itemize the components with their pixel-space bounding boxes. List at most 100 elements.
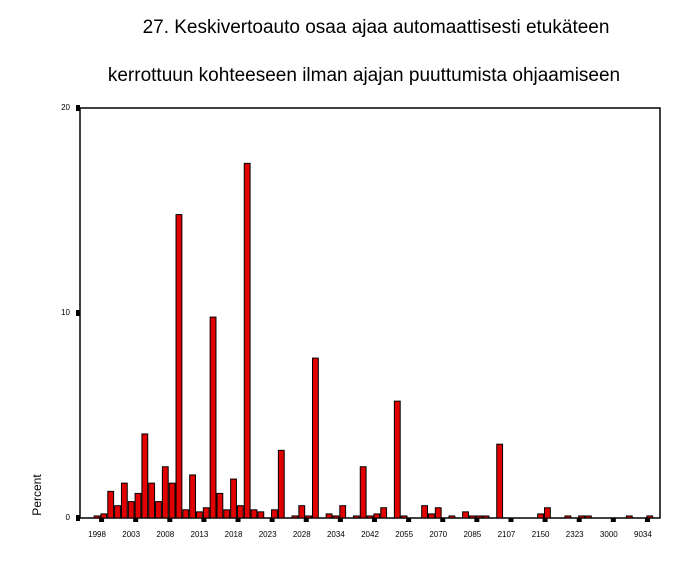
- bar: [175, 214, 183, 519]
- bar: [339, 505, 347, 519]
- bar: [155, 501, 162, 519]
- bar: [434, 507, 442, 519]
- bar: [393, 400, 401, 519]
- x-tick-label: 2150: [532, 530, 550, 539]
- x-tick-label: 1998: [88, 530, 106, 539]
- bar: [120, 482, 128, 519]
- bar: [291, 515, 299, 519]
- bar: [209, 316, 217, 519]
- bar: [202, 507, 210, 519]
- x-tick: [167, 518, 173, 522]
- x-tick: [99, 518, 105, 522]
- bar: [373, 513, 381, 519]
- bar: [134, 492, 142, 519]
- bar: [496, 443, 504, 519]
- bar: [277, 449, 285, 519]
- bar: [366, 515, 374, 519]
- bar: [161, 466, 169, 519]
- x-tick-label: 2028: [293, 530, 311, 539]
- bar: [189, 474, 196, 519]
- bar: [332, 515, 340, 519]
- x-tick: [610, 518, 616, 522]
- bar: [182, 509, 190, 519]
- bar: [544, 507, 551, 519]
- bar: [223, 509, 231, 519]
- bar: [380, 507, 388, 519]
- bar: [462, 511, 469, 519]
- y-tick-label: 10: [61, 308, 70, 317]
- x-tick: [440, 518, 446, 522]
- x-tick-label: 2003: [122, 530, 140, 539]
- y-tick: [76, 515, 80, 521]
- bar: [127, 501, 135, 519]
- bar: [298, 505, 306, 519]
- bar: [100, 513, 108, 519]
- bar: [148, 482, 156, 519]
- bar: [646, 515, 654, 519]
- x-tick-label: 2042: [361, 530, 379, 539]
- x-tick-label: 2070: [429, 530, 447, 539]
- y-tick: [76, 105, 80, 111]
- x-tick: [201, 518, 207, 522]
- bar: [230, 478, 237, 519]
- x-tick-label: 2008: [156, 530, 174, 539]
- bar: [625, 515, 633, 519]
- bar: [236, 505, 244, 519]
- bar: [168, 482, 176, 519]
- x-tick: [406, 518, 412, 522]
- x-tick-label: 2323: [566, 530, 584, 539]
- bar: [243, 162, 251, 519]
- x-tick: [303, 518, 309, 522]
- y-tick-label: 0: [66, 513, 71, 522]
- plot-frame: [79, 107, 661, 519]
- x-tick: [576, 518, 582, 522]
- bar: [421, 505, 429, 519]
- bar: [578, 515, 585, 519]
- bar: [468, 515, 476, 519]
- bar: [196, 511, 203, 519]
- bar: [257, 511, 265, 519]
- bar: [482, 515, 490, 519]
- bar: [584, 515, 592, 519]
- y-axis-label: Percent: [30, 474, 44, 516]
- chart-title: kerrottuun kohteeseen ilman ajajan puutt…: [108, 65, 620, 86]
- bar: [305, 515, 313, 519]
- bar: [537, 513, 544, 519]
- x-tick-label: 9034: [634, 530, 652, 539]
- bar: [475, 515, 483, 519]
- x-tick-label: 2107: [498, 530, 516, 539]
- bar: [107, 490, 115, 519]
- bar: [114, 505, 121, 519]
- x-tick-label: 2018: [225, 530, 243, 539]
- chart-title: 27. Keskivertoauto osaa ajaa automaattis…: [143, 17, 610, 38]
- bar: [216, 492, 224, 519]
- bar: [400, 515, 408, 519]
- x-tick: [235, 518, 241, 522]
- bar: [352, 515, 360, 519]
- x-tick-label: 2055: [395, 530, 413, 539]
- bar: [564, 515, 572, 519]
- x-tick: [474, 518, 480, 522]
- x-tick: [133, 518, 139, 522]
- x-tick: [542, 518, 548, 522]
- bar: [141, 433, 149, 519]
- bar: [325, 513, 333, 519]
- x-tick-label: 2085: [463, 530, 481, 539]
- x-tick-label: 3000: [600, 530, 618, 539]
- x-tick: [337, 518, 343, 522]
- bar: [250, 509, 258, 519]
- x-tick: [269, 518, 275, 522]
- x-tick-label: 2034: [327, 530, 345, 539]
- x-tick-label: 2013: [191, 530, 209, 539]
- bar: [428, 513, 435, 519]
- x-tick: [644, 518, 650, 522]
- bar: [359, 466, 367, 519]
- bar: [448, 515, 456, 519]
- x-tick-label: 2023: [259, 530, 277, 539]
- bar: [93, 515, 101, 519]
- x-tick: [372, 518, 377, 522]
- y-tick: [76, 310, 80, 316]
- bar: [271, 509, 278, 519]
- bar: [312, 357, 319, 519]
